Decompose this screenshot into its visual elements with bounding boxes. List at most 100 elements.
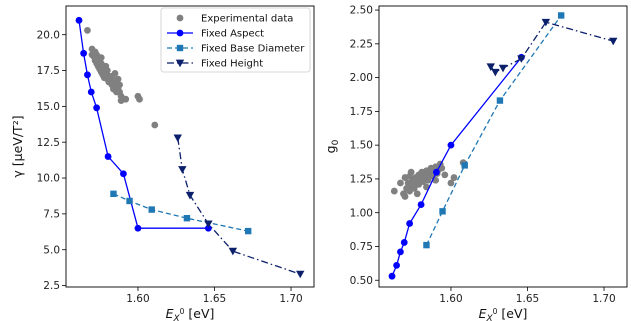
data-point [136, 95, 143, 103]
data-point [148, 206, 155, 213]
y-axis-label: g0 [323, 139, 341, 153]
plot-frame [65, 5, 315, 288]
y-tick-label: 2.50 [350, 5, 373, 17]
legend-marker [176, 14, 184, 22]
y-tick-label: 0.50 [350, 275, 373, 287]
data-point [517, 55, 526, 63]
data-point [491, 68, 500, 77]
series-fixed-height [486, 18, 618, 77]
x-tick-label: 1.65 [516, 293, 539, 305]
series-fixed-height [173, 134, 305, 279]
data-point [126, 197, 133, 205]
data-point [557, 12, 565, 19]
data-point [388, 272, 396, 280]
plot-frame [378, 5, 628, 288]
data-point [114, 75, 122, 83]
data-point [406, 220, 414, 227]
data-point [498, 64, 508, 73]
data-point [400, 239, 408, 246]
data-point [441, 171, 449, 179]
legend-item: Fixed Height [167, 59, 263, 70]
data-point [417, 201, 425, 208]
data-point [80, 49, 88, 57]
y-tick-label: 2.00 [350, 72, 373, 84]
data-point [424, 176, 432, 184]
data-point [461, 162, 468, 169]
x-tick-label: 1.65 [203, 293, 226, 305]
data-point [75, 16, 83, 24]
data-point [228, 247, 238, 256]
data-point [439, 208, 446, 215]
y-tick-label: 12.5 [37, 137, 60, 149]
data-point [541, 18, 551, 27]
data-point [93, 104, 101, 112]
left-panel-gamma: 1.60 1.65 1.70 2.5 5.0 7.5 10.0 12.5 15.0 17.5 20.… [10, 5, 315, 321]
data-point [410, 184, 418, 192]
legend-marker [175, 59, 185, 68]
x-axis-label: EX0 [eV] [479, 306, 528, 321]
data-point [447, 141, 455, 149]
y-tick-label: 1.50 [350, 140, 373, 152]
series-fixed-aspect [388, 53, 525, 280]
legend-label: Fixed Height [201, 59, 263, 70]
right-panel-g0: 1.60 1.65 1.70 0.50 0.75 1.00 1.25 1.50 1.75 2.00… [323, 5, 628, 321]
data-point [244, 227, 252, 235]
data-point [407, 168, 415, 176]
data-point [110, 85, 117, 93]
data-point [496, 97, 504, 104]
data-point [104, 153, 112, 160]
legend: Experimental data Fixed Aspect Fixed Base … [160, 7, 311, 73]
series-fixed-base-diameter [423, 12, 565, 249]
data-point [397, 248, 404, 256]
x-tick-label: 1.70 [279, 293, 302, 305]
data-point [178, 166, 187, 174]
data-point [120, 170, 127, 178]
data-point [413, 190, 421, 198]
data-point [84, 71, 91, 79]
data-point [450, 174, 458, 181]
legend-label: Fixed Base Diameter [201, 44, 305, 55]
legend-box [160, 7, 311, 73]
data-point [102, 62, 110, 70]
x-tick-label: 1.60 [439, 293, 462, 305]
y-tick-label: 17.5 [37, 65, 60, 77]
data-point [151, 121, 159, 129]
y-axis-label: γ [μeV/T²] [10, 115, 25, 177]
y-tick-label: 15.0 [37, 101, 60, 113]
y-tick-label: 2.25 [350, 38, 373, 50]
y-tick-label: 1.75 [350, 106, 373, 118]
y-tick-label: 2.5 [43, 280, 60, 292]
legend-item: Experimental data [176, 14, 293, 25]
x-tick-label: 1.60 [126, 293, 149, 305]
legend-label: Experimental data [201, 14, 293, 25]
data-point [401, 193, 409, 200]
data-point [87, 88, 95, 96]
legend-marker [176, 44, 184, 52]
data-point [397, 179, 404, 187]
data-point [185, 191, 195, 200]
series-line [490, 21, 614, 74]
series-fixed-aspect [75, 16, 212, 232]
data-point [122, 95, 130, 103]
data-point [204, 224, 212, 232]
data-point [204, 220, 213, 229]
series-line [177, 137, 301, 275]
legend-label: Fixed Aspect [201, 29, 264, 40]
y-tick-label: 20.0 [37, 29, 60, 41]
series-experimental-data [390, 159, 467, 200]
data-point [183, 214, 191, 222]
data-point [84, 26, 91, 34]
data-point [423, 241, 430, 249]
x-tick-label: 1.70 [592, 293, 615, 305]
y-tick-label: 1.00 [350, 207, 373, 219]
legend-marker [176, 29, 184, 37]
data-point [390, 187, 398, 195]
y-tick-label: 5.0 [43, 244, 60, 256]
data-point [97, 54, 105, 62]
data-point [486, 63, 495, 71]
y-tick-label: 7.5 [43, 208, 60, 220]
data-point [173, 134, 182, 143]
y-tick-label: 1.25 [350, 174, 373, 186]
y-tick-label: 0.75 [350, 241, 373, 253]
